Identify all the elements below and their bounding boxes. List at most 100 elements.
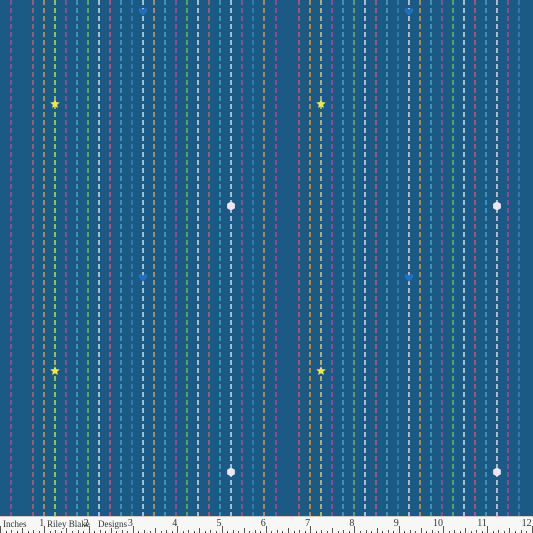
ruler-tick	[343, 530, 345, 533]
brand-name: Riley Blake	[47, 519, 90, 529]
ruler-tick	[415, 531, 417, 533]
ruler-tick	[498, 530, 500, 533]
ruler-tick	[443, 526, 444, 533]
ruler-tick	[188, 530, 190, 533]
ruler-tick	[210, 530, 212, 533]
ruler-tick	[371, 531, 372, 533]
star-icon	[316, 366, 326, 376]
ruler-number: 1	[39, 518, 45, 529]
inch-ruler: Inches Riley Blake Designs 1 2 3 4 5 6 7 8 9 10 11…	[0, 516, 533, 533]
star-icon	[50, 366, 60, 376]
ruler-tick	[49, 531, 51, 533]
ruler-tick	[199, 528, 201, 533]
heart-icon	[138, 8, 148, 16]
star-icon	[50, 99, 60, 109]
ruler-tick	[132, 526, 134, 533]
ruler-tick	[166, 530, 168, 533]
ruler-tick	[110, 528, 112, 533]
ruler-tick	[420, 528, 422, 533]
ruler-tick	[481, 531, 483, 533]
ruler-tick	[315, 531, 317, 533]
ruler-tick	[27, 531, 29, 533]
ruler-tick	[282, 531, 284, 533]
ruler-tick	[271, 531, 273, 533]
ruler-number: 5	[216, 518, 222, 529]
fabric-pattern	[0, 0, 533, 516]
ruler-tick	[393, 531, 395, 533]
ruler-tick	[437, 531, 439, 533]
ruler-tick	[33, 530, 35, 533]
ruler-tick	[531, 526, 533, 533]
ruler-tick	[276, 530, 278, 533]
heart-icon	[138, 274, 148, 282]
ruler-tick	[99, 530, 101, 533]
ruler-tick	[193, 531, 195, 533]
ruler-tick	[5, 531, 7, 533]
ruler-tick	[204, 531, 206, 533]
ruler-tick	[265, 526, 267, 533]
ruler-tick	[44, 526, 46, 533]
ruler-tick	[254, 530, 256, 533]
ruler-tick	[177, 526, 179, 533]
ruler-tick	[509, 528, 511, 533]
ruler-number: 8	[349, 518, 355, 529]
hexagon-icon	[493, 201, 501, 211]
ruler-tick	[448, 531, 450, 533]
ruler-tick	[365, 530, 367, 533]
ruler-tick	[149, 531, 151, 533]
ruler-tick	[160, 531, 162, 533]
ruler-tick	[16, 531, 18, 533]
ruler-number: 7	[305, 518, 311, 529]
star-icon	[316, 99, 326, 109]
ruler-unit-label: Inches	[3, 519, 27, 529]
ruler-tick	[332, 528, 334, 533]
ruler-number: 2	[83, 518, 89, 529]
ruler-tick	[11, 530, 13, 533]
ruler-tick	[304, 531, 306, 533]
fabric-background	[0, 0, 533, 516]
ruler-tick	[354, 526, 356, 533]
ruler-tick	[454, 530, 456, 533]
ruler-tick	[155, 528, 156, 533]
hexagon-icon	[493, 467, 501, 477]
ruler-tick	[348, 531, 350, 533]
ruler-tick	[487, 526, 489, 533]
ruler-tick	[326, 531, 328, 533]
ruler-tick	[94, 531, 96, 533]
ruler-tick	[0, 526, 1, 533]
ruler-tick	[337, 531, 339, 533]
ruler-number: 6	[260, 518, 266, 529]
ruler-tick	[287, 528, 289, 533]
ruler-tick	[38, 531, 40, 533]
ruler-tick	[77, 530, 79, 533]
ruler-number: 4	[172, 518, 178, 529]
ruler-tick	[526, 531, 528, 533]
ruler-tick	[431, 530, 433, 533]
ruler-tick	[221, 526, 223, 533]
ruler-tick	[72, 531, 73, 533]
ruler-tick	[387, 530, 389, 533]
heart-icon	[404, 8, 414, 16]
ruler-tick	[465, 528, 467, 533]
ruler-tick	[310, 526, 312, 533]
ruler-tick	[409, 530, 411, 533]
ruler-tick	[60, 531, 62, 533]
ruler-tick	[216, 531, 217, 533]
ruler-tick	[382, 531, 384, 533]
ruler-tick	[398, 526, 400, 533]
brand-name-suffix: Designs	[98, 519, 127, 529]
ruler-tick	[476, 530, 478, 533]
ruler-tick	[227, 531, 228, 533]
ruler-tick	[83, 531, 85, 533]
ruler-tick	[426, 531, 428, 533]
ruler-tick	[22, 528, 24, 533]
ruler-number: 3	[127, 518, 133, 529]
ruler-tick	[359, 531, 361, 533]
ruler-number: 12	[521, 518, 532, 529]
heart-icon	[404, 274, 414, 282]
ruler-number: 10	[433, 518, 443, 529]
ruler-tick	[243, 528, 245, 533]
ruler-tick	[138, 531, 140, 533]
ruler-tick	[249, 531, 251, 533]
ruler-tick	[182, 531, 184, 533]
